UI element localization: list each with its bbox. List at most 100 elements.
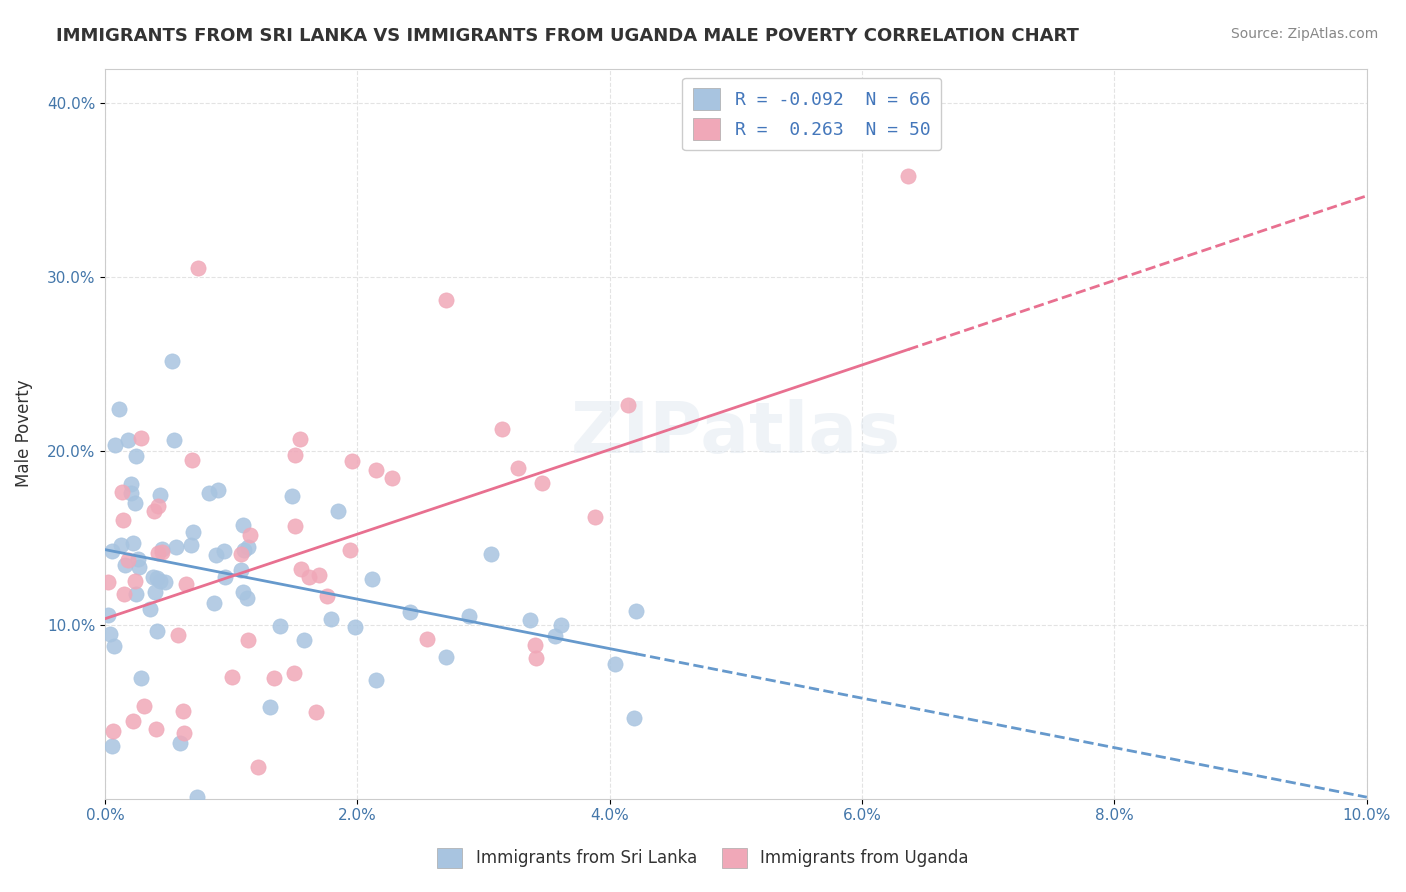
Point <box>142 504 165 518</box>
Point <box>236 632 259 647</box>
Point <box>108 402 131 417</box>
Point <box>142 570 165 584</box>
Point <box>97 575 120 590</box>
Point <box>283 665 305 680</box>
Legend: Immigrants from Sri Lanka, Immigrants from Uganda: Immigrants from Sri Lanka, Immigrants fr… <box>430 841 976 875</box>
Point <box>308 568 330 582</box>
Point <box>232 518 254 533</box>
Point <box>550 618 572 632</box>
Point <box>221 670 243 684</box>
Point <box>340 454 363 468</box>
Point <box>117 553 139 567</box>
Point <box>530 476 553 491</box>
Point <box>167 627 190 641</box>
Point <box>479 547 502 561</box>
Point <box>205 548 228 562</box>
Point <box>238 540 260 554</box>
Point <box>146 624 169 638</box>
Point <box>259 699 281 714</box>
Point <box>344 620 367 634</box>
Point <box>146 546 169 560</box>
Point <box>624 604 647 618</box>
Point <box>364 673 387 687</box>
Point <box>124 574 146 588</box>
Point <box>128 559 150 574</box>
Y-axis label: Male Poverty: Male Poverty <box>15 380 32 487</box>
Point <box>544 629 567 643</box>
Point <box>294 632 316 647</box>
Point <box>180 453 202 467</box>
Text: ZIPatlas: ZIPatlas <box>571 399 901 468</box>
Point <box>506 460 529 475</box>
Point <box>129 671 152 685</box>
Point <box>186 790 208 805</box>
Point <box>180 538 202 552</box>
Point <box>524 639 547 653</box>
Point <box>150 542 173 557</box>
Point <box>197 485 219 500</box>
Point <box>280 489 302 503</box>
Point <box>316 589 339 603</box>
Point <box>583 510 606 524</box>
Point <box>214 570 236 584</box>
Point <box>145 723 167 737</box>
Point <box>101 723 124 738</box>
Point <box>361 572 384 586</box>
Point <box>169 736 191 750</box>
Point <box>103 639 125 653</box>
Point <box>110 538 132 552</box>
Point <box>101 739 124 753</box>
Point <box>229 547 252 561</box>
Point <box>131 431 153 445</box>
Point <box>207 483 229 497</box>
Point <box>298 570 321 584</box>
Point <box>897 169 920 184</box>
Point <box>416 632 439 647</box>
Point <box>160 354 183 368</box>
Point <box>457 609 479 624</box>
Point <box>181 524 204 539</box>
Point <box>339 543 361 558</box>
Point <box>122 714 145 729</box>
Point <box>165 541 187 555</box>
Point <box>605 657 627 672</box>
Point <box>163 433 186 447</box>
Point <box>111 513 134 527</box>
Point <box>366 463 388 477</box>
Text: IMMIGRANTS FROM SRI LANKA VS IMMIGRANTS FROM UGANDA MALE POVERTY CORRELATION CHA: IMMIGRANTS FROM SRI LANKA VS IMMIGRANTS … <box>56 27 1080 45</box>
Point <box>434 649 457 664</box>
Point <box>146 500 169 514</box>
Point <box>524 650 547 665</box>
Point <box>100 627 122 641</box>
Point <box>97 607 120 622</box>
Point <box>319 612 342 626</box>
Point <box>112 587 135 601</box>
Point <box>380 471 402 485</box>
Point <box>124 496 146 510</box>
Point <box>519 613 541 627</box>
Point <box>491 421 513 435</box>
Point <box>149 574 172 589</box>
Point <box>229 563 252 577</box>
Point <box>120 477 142 491</box>
Point <box>232 585 254 599</box>
Point <box>436 293 458 307</box>
Point <box>146 571 169 585</box>
Point <box>398 605 420 619</box>
Point <box>187 261 209 276</box>
Point <box>143 584 166 599</box>
Point <box>150 545 173 559</box>
Point <box>153 574 176 589</box>
Point <box>290 562 312 576</box>
Point <box>235 591 257 605</box>
Point <box>212 544 235 558</box>
Point <box>120 486 142 500</box>
Point <box>284 448 307 462</box>
Point <box>204 596 226 610</box>
Point <box>326 504 349 518</box>
Point <box>117 433 139 447</box>
Point <box>263 671 285 685</box>
Point <box>623 711 645 725</box>
Point <box>122 536 145 550</box>
Point <box>172 704 194 718</box>
